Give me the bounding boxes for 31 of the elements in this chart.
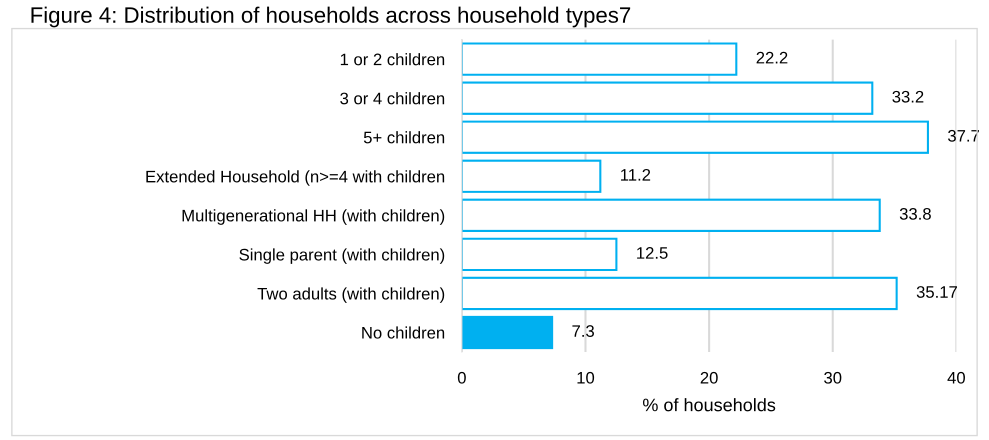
bar xyxy=(462,82,874,115)
data-label: 11.2 xyxy=(621,168,650,181)
chart-title: Figure 4: Distribution of households across household types7 xyxy=(31,6,630,28)
x-tick-label: 30 xyxy=(824,372,842,384)
data-label: 33.2 xyxy=(892,90,924,103)
y-tick-label: No children xyxy=(362,326,444,339)
bar xyxy=(462,42,738,76)
bar xyxy=(462,316,554,350)
y-tick-label: 5+ children xyxy=(364,131,444,144)
y-tick-label: 3 or 4 children xyxy=(340,92,444,104)
data-label: 37.7 xyxy=(948,130,979,142)
x-tick-label: 0 xyxy=(458,372,466,384)
x-tick-label: 10 xyxy=(577,372,594,384)
data-label: 22.2 xyxy=(756,52,788,64)
y-tick-label: Multigenerational HH (with children) xyxy=(182,209,444,225)
data-label: 33.8 xyxy=(900,208,931,220)
y-tick-label: Two adults (with children) xyxy=(258,287,444,303)
y-tick-label: 1 or 2 children xyxy=(340,53,444,66)
data-label: 7.3 xyxy=(572,325,594,337)
x-tick-label: 40 xyxy=(947,372,965,384)
data-label: 12.5 xyxy=(637,247,668,259)
y-tick-label: Single parent (with children) xyxy=(239,248,444,264)
bar xyxy=(462,160,602,193)
x-axis-title: % of households xyxy=(643,398,776,412)
x-tick-label: 20 xyxy=(700,372,718,384)
bar xyxy=(462,276,898,310)
data-label: 35.17 xyxy=(916,286,957,298)
bar xyxy=(462,198,881,232)
bar xyxy=(462,238,618,272)
y-tick-label: Extended Household (n>=4 with children xyxy=(146,170,444,186)
bar xyxy=(462,120,929,154)
